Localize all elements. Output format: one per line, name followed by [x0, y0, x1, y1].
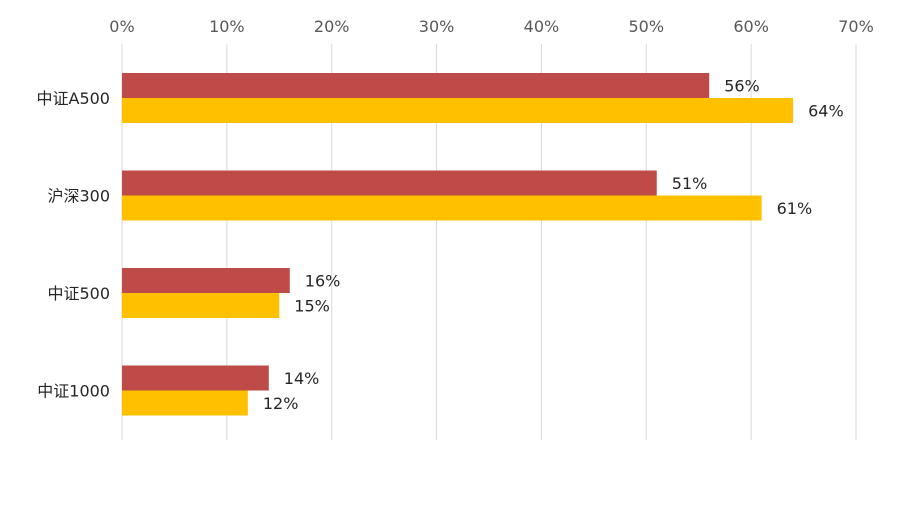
data-label: 15%: [294, 297, 330, 316]
x-tick-label: 70%: [838, 17, 874, 36]
bar-series1-1: [122, 73, 710, 98]
category-label: 沪深300: [47, 187, 110, 206]
data-labels: 56% 64% 51% 61% 16% 15% 14% 12%: [263, 77, 844, 414]
x-tick-label: 50%: [629, 17, 665, 36]
bar-series2-4: [122, 390, 248, 416]
x-tick-label: 30%: [419, 17, 455, 36]
category-label: 中证A500: [37, 89, 111, 108]
bar-series1-3: [122, 268, 290, 293]
x-tick-label: 40%: [524, 17, 560, 36]
bar-series1-4: [122, 365, 269, 391]
bar-series2-3: [122, 293, 280, 318]
bar-series1-2: [122, 170, 657, 196]
x-tick-label: 20%: [314, 17, 350, 36]
data-label: 16%: [305, 272, 341, 291]
data-label: 14%: [284, 369, 320, 388]
data-label: 61%: [777, 199, 813, 218]
data-label: 56%: [724, 77, 760, 96]
x-tick-label: 60%: [733, 17, 769, 36]
data-label: 51%: [672, 174, 708, 193]
data-label: 12%: [263, 394, 299, 413]
bar-series2-1: [122, 98, 794, 123]
category-label: 中证1000: [37, 382, 110, 401]
bar-series2-2: [122, 195, 762, 221]
data-label: 64%: [808, 102, 844, 121]
x-tick-label: 10%: [209, 17, 245, 36]
x-axis-ticks: 0% 10% 20% 30% 40% 50% 60% 70%: [109, 17, 873, 36]
category-label: 中证500: [47, 284, 110, 303]
category-labels: 中证A500 沪深300 中证500 中证1000: [37, 89, 111, 401]
x-tick-label: 0%: [109, 17, 134, 36]
bars: [122, 73, 794, 416]
